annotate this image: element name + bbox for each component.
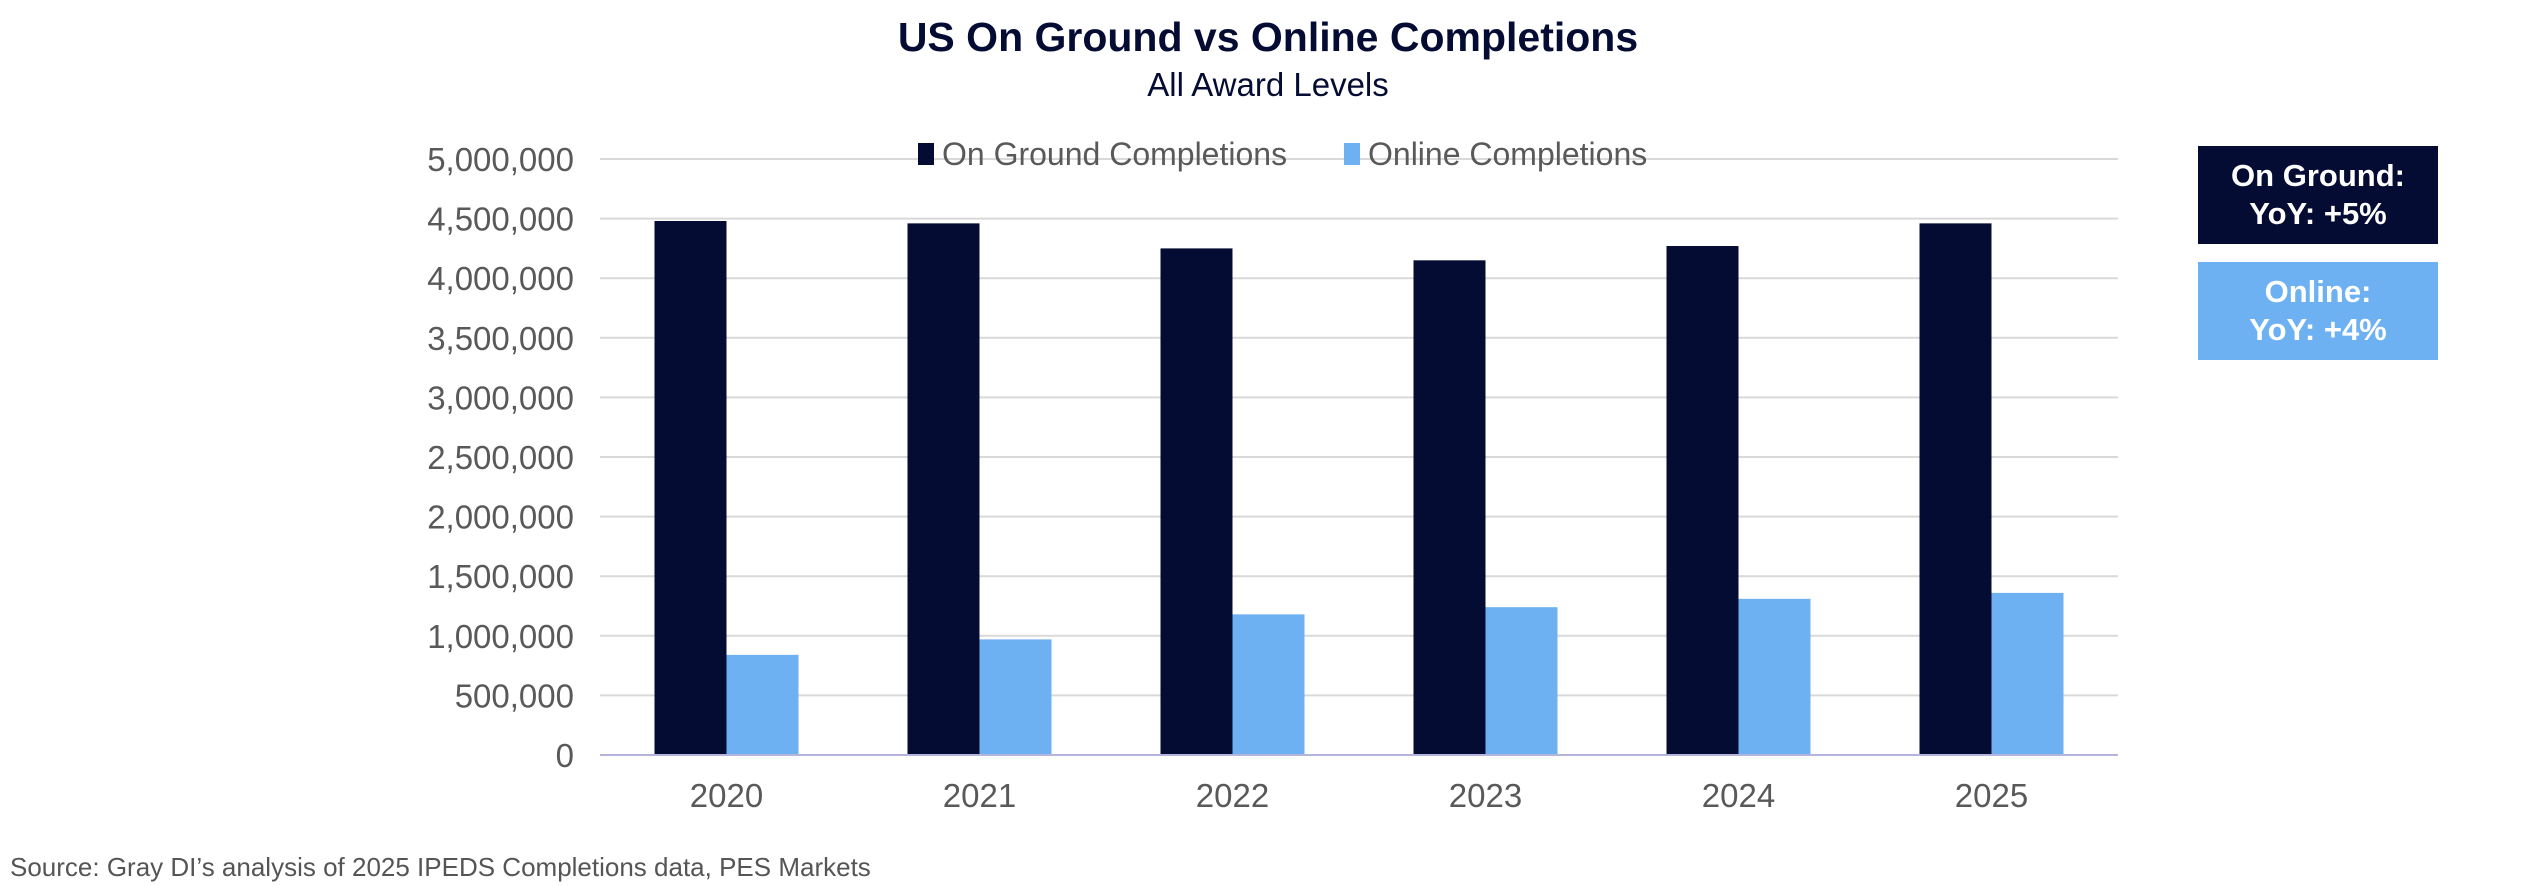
x-tick-label: 2025	[1955, 777, 2028, 814]
y-tick-label: 4,000,000	[427, 260, 574, 297]
bar-online-2022	[1232, 614, 1305, 755]
legend-swatch-online	[1344, 143, 1360, 165]
on-ground-callout-label: On Ground:	[2231, 158, 2405, 193]
x-tick-label: 2022	[1196, 777, 1269, 814]
y-tick-label: 1,500,000	[427, 558, 574, 595]
x-tick-label: 2020	[690, 777, 763, 814]
chart-subtitle: All Award Levels	[1147, 66, 1389, 103]
bar-online-2025	[1991, 592, 2064, 755]
y-tick-label: 2,000,000	[427, 499, 574, 536]
x-tick-label: 2021	[943, 777, 1016, 814]
y-tick-label: 4,500,000	[427, 201, 574, 238]
axes: 0 500,000 1,000,000 1,500,000 2,000,000 2,500…	[427, 141, 2118, 814]
x-tick-label: 2023	[1449, 777, 1522, 814]
bar-online-2023	[1485, 607, 1558, 755]
bar-on-ground-2025	[1919, 223, 1992, 756]
bar-on-ground-2024	[1666, 246, 1739, 756]
chart-title: US On Ground vs Online Completions	[897, 14, 1639, 60]
legend-swatch-on-ground	[918, 143, 934, 165]
bar-on-ground-2022	[1160, 248, 1233, 755]
on-ground-yoy-callout: On Ground: YoY: +5%	[2198, 146, 2438, 244]
bar-on-ground-2023	[1413, 260, 1486, 755]
y-tick-label: 0	[556, 737, 574, 774]
bars	[654, 220, 2064, 756]
source-note: Source: Gray DI’s analysis of 2025 IPEDS…	[10, 852, 871, 882]
y-tick-label: 5,000,000	[427, 141, 574, 178]
x-tick-label: 2024	[1702, 777, 1775, 814]
online-yoy-callout: Online: YoY: +4%	[2198, 262, 2438, 360]
legend-label-online: Online Completions	[1368, 136, 1647, 172]
bar-on-ground-2021	[907, 223, 980, 756]
y-tick-label: 1,000,000	[427, 618, 574, 655]
y-tick-label: 500,000	[455, 677, 574, 714]
legend: On Ground Completions Online Completions	[918, 136, 1647, 172]
bar-online-2020	[726, 654, 799, 755]
bar-online-2024	[1738, 598, 1811, 755]
online-callout-label: Online:	[2264, 274, 2372, 309]
gridlines	[600, 158, 2118, 697]
on-ground-callout-value: YoY: +5%	[2249, 196, 2387, 231]
online-callout-value: YoY: +4%	[2249, 312, 2387, 347]
legend-label-on-ground: On Ground Completions	[942, 136, 1287, 172]
y-tick-label: 3,000,000	[427, 379, 574, 416]
bar-online-2021	[979, 639, 1052, 755]
y-tick-label: 3,500,000	[427, 320, 574, 357]
y-tick-label: 2,500,000	[427, 439, 574, 476]
bar-on-ground-2020	[654, 220, 727, 755]
